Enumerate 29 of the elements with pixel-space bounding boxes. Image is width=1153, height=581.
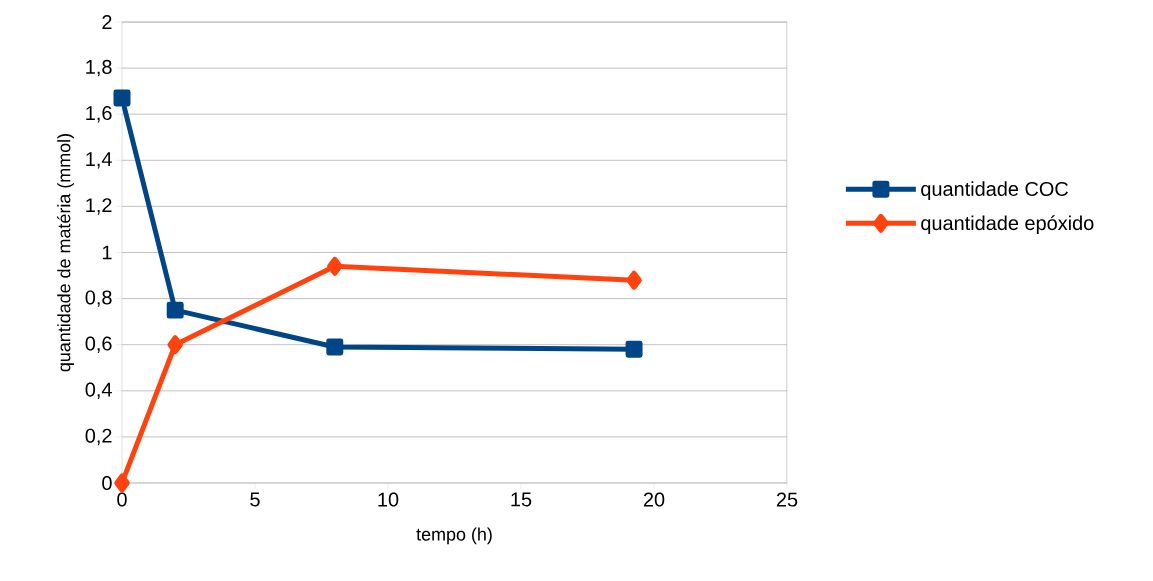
point [327, 256, 343, 276]
x-tick-label: 5 [250, 492, 260, 507]
point [166, 301, 184, 319]
y-tick-label: 1 [102, 245, 112, 260]
point [167, 335, 183, 355]
y-tick-label: 1,6 [86, 105, 112, 123]
y-tick-label: 0 [102, 475, 112, 491]
y-tick-label: 1,8 [86, 59, 112, 77]
x-tick-label: 20 [643, 492, 665, 507]
y-tick-label: 0,6 [85, 336, 112, 353]
point [625, 340, 643, 358]
y-tick-label: 1,2 [86, 198, 112, 215]
x-tick-label: 25 [776, 492, 798, 507]
x-tick-label: 10 [378, 492, 399, 507]
point [114, 473, 130, 493]
y-tick-label: 1,4 [86, 152, 112, 169]
legend-label: quantidade COC [921, 181, 1068, 200]
x-axis-title: tempo (h) [416, 527, 492, 545]
point [326, 338, 344, 356]
point [626, 270, 642, 290]
x-tick-label: 15 [511, 492, 532, 507]
point [113, 89, 131, 107]
y-axis-title: quantidade de matéria (mmol) [57, 134, 74, 372]
x-tick-label: 0 [117, 492, 127, 507]
y-tick-label: 0,2 [85, 428, 112, 446]
y-tick-label: 2 [102, 15, 112, 29]
y-tick-label: 0,8 [85, 290, 112, 307]
y-tick-label: 0,4 [85, 382, 112, 400]
legend-label: quantidade epóxido [921, 215, 1094, 235]
